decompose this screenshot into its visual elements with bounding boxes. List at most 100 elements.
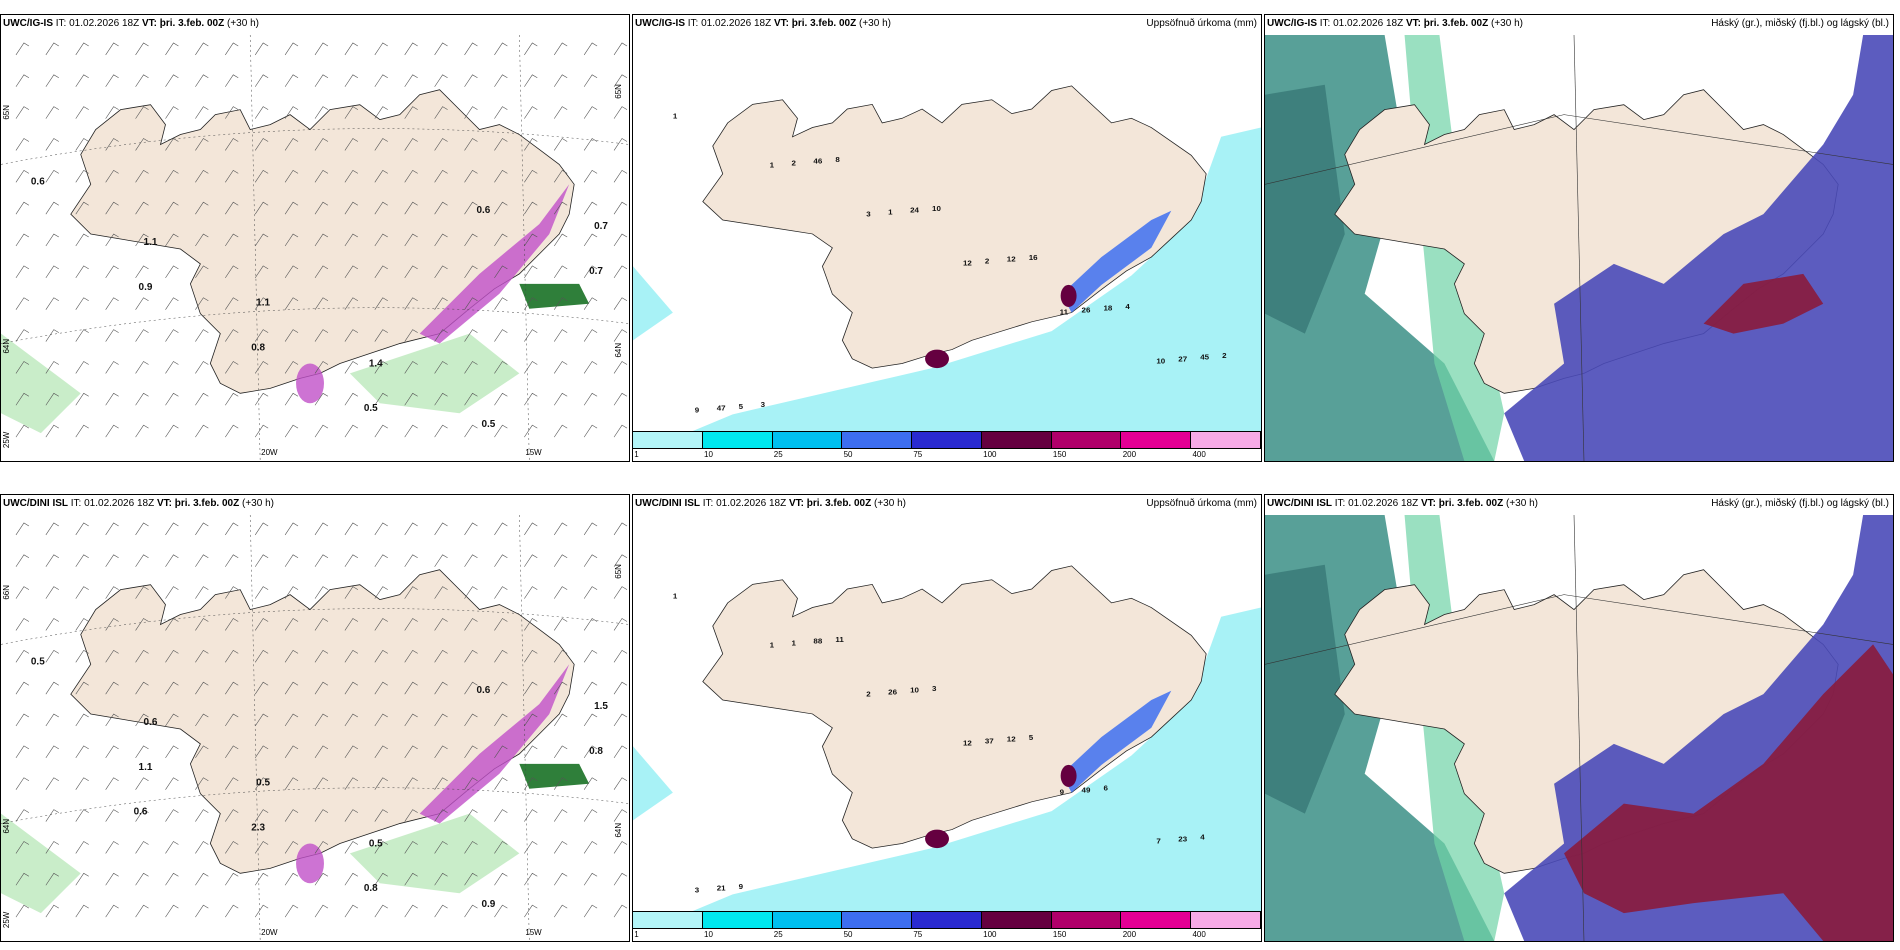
wind-barb — [553, 777, 568, 790]
wind-barb — [165, 42, 179, 56]
wind-barb — [284, 392, 299, 406]
wind-barb — [434, 201, 448, 215]
wind-barb — [225, 586, 239, 599]
wind-barb — [105, 618, 119, 631]
wind-barb — [105, 554, 119, 567]
value-label: 18 — [1104, 304, 1114, 313]
wind-barb — [105, 297, 119, 310]
precip-area — [692, 127, 1261, 431]
wind-barb — [135, 554, 149, 567]
wind-barb — [464, 201, 478, 215]
wind-barb — [583, 361, 598, 374]
value-label: 0.5 — [364, 403, 378, 414]
wind-barb — [45, 42, 59, 56]
wind-barb — [165, 809, 179, 822]
wind-barb — [613, 74, 628, 87]
wind-barb — [284, 106, 299, 119]
wind-barb — [344, 201, 359, 215]
colorbar-tick-label: 50 — [843, 930, 853, 939]
wind-barb — [45, 841, 59, 854]
value-label: 12 — [963, 739, 972, 748]
wind-barb — [583, 424, 598, 438]
value-label: 12 — [1007, 735, 1016, 744]
axis-label: 64N — [2, 339, 11, 354]
value-label: 2 — [791, 159, 795, 168]
wind-barb — [583, 649, 598, 663]
wind-barb — [464, 392, 478, 406]
wind-barb — [105, 361, 119, 374]
wind-barb — [165, 745, 179, 759]
panel-field-label: Uppsöfnuð úrkoma (mm) — [1146, 18, 1257, 29]
value-label: 1 — [673, 592, 678, 601]
colorbar-tick-label: 200 — [1122, 930, 1137, 939]
wind-barb — [613, 777, 628, 790]
wind-barb — [45, 618, 59, 631]
high-cloud-core — [1265, 84, 1345, 334]
wind-barb — [434, 713, 448, 727]
wind-barb — [494, 297, 508, 310]
value-label: 0.8 — [364, 883, 378, 894]
wind-barb — [314, 713, 329, 727]
value-label: 3 — [695, 886, 699, 895]
wind-barb — [165, 681, 179, 695]
wind-barb — [225, 169, 239, 183]
colorbar-swatch — [772, 432, 843, 448]
panel-title: UWC/IG-IS IT: 01.02.2026 18Z VT: þri. 3.… — [1267, 18, 1523, 29]
wind-barb — [494, 233, 508, 247]
colorbar — [633, 911, 1261, 929]
wind-barb — [105, 745, 119, 759]
wind-barb — [314, 872, 329, 886]
wind-barb — [314, 297, 329, 310]
colorbar-swatch — [1051, 432, 1122, 448]
wind-barb — [314, 201, 329, 215]
wind-barb — [195, 681, 209, 695]
wind-barb — [524, 586, 538, 599]
wind-barb — [45, 106, 59, 119]
wind-barb — [434, 618, 448, 631]
wind-barb — [45, 522, 59, 536]
wind-barb — [284, 554, 299, 567]
wind-barb — [105, 138, 119, 151]
wind-barb — [225, 522, 239, 536]
wind-barb — [494, 201, 508, 215]
wind-barb — [45, 649, 59, 663]
wind-barb — [225, 74, 239, 87]
wind-barb — [613, 713, 628, 727]
wind-barb — [553, 681, 568, 695]
wind-barb — [314, 777, 329, 790]
wind-barb — [404, 233, 418, 247]
wind-barb — [524, 554, 538, 567]
wind-barb — [314, 106, 329, 119]
colorbar-swatch — [702, 432, 773, 448]
wind-barb — [195, 745, 209, 759]
wind-barb — [284, 586, 299, 599]
snow-area — [419, 184, 570, 344]
wind-barb — [404, 74, 418, 87]
wind-barb — [553, 74, 568, 87]
lat-line — [1, 307, 629, 344]
wind-barb — [135, 649, 149, 663]
wind-barb — [524, 138, 538, 151]
wind-barb — [524, 618, 538, 631]
wind-barb — [434, 554, 448, 567]
wind-barb — [374, 424, 388, 438]
wind-barb — [195, 904, 209, 918]
wind-barb — [374, 681, 388, 695]
wind-barb — [613, 618, 628, 631]
panel-field-label: Háský (gr.), miðský (fj.bl.) og lágský (… — [1711, 498, 1889, 509]
value-label: 10 — [910, 686, 919, 695]
wind-barb — [284, 649, 299, 663]
wind-barb — [404, 872, 418, 886]
value-label: 11 — [1060, 308, 1069, 317]
value-label: 4 — [1200, 833, 1205, 842]
wind-barb — [284, 618, 299, 631]
wind-barb — [195, 265, 209, 279]
axis-label: 65N — [614, 564, 623, 579]
colorbar-tick-label: 75 — [913, 450, 923, 459]
wind-barb — [613, 841, 628, 854]
wind-barb — [553, 872, 568, 886]
wind-barb — [105, 392, 119, 406]
wind-barb — [105, 586, 119, 599]
axis-label: 65N — [2, 105, 11, 120]
wind-barb — [165, 169, 179, 183]
